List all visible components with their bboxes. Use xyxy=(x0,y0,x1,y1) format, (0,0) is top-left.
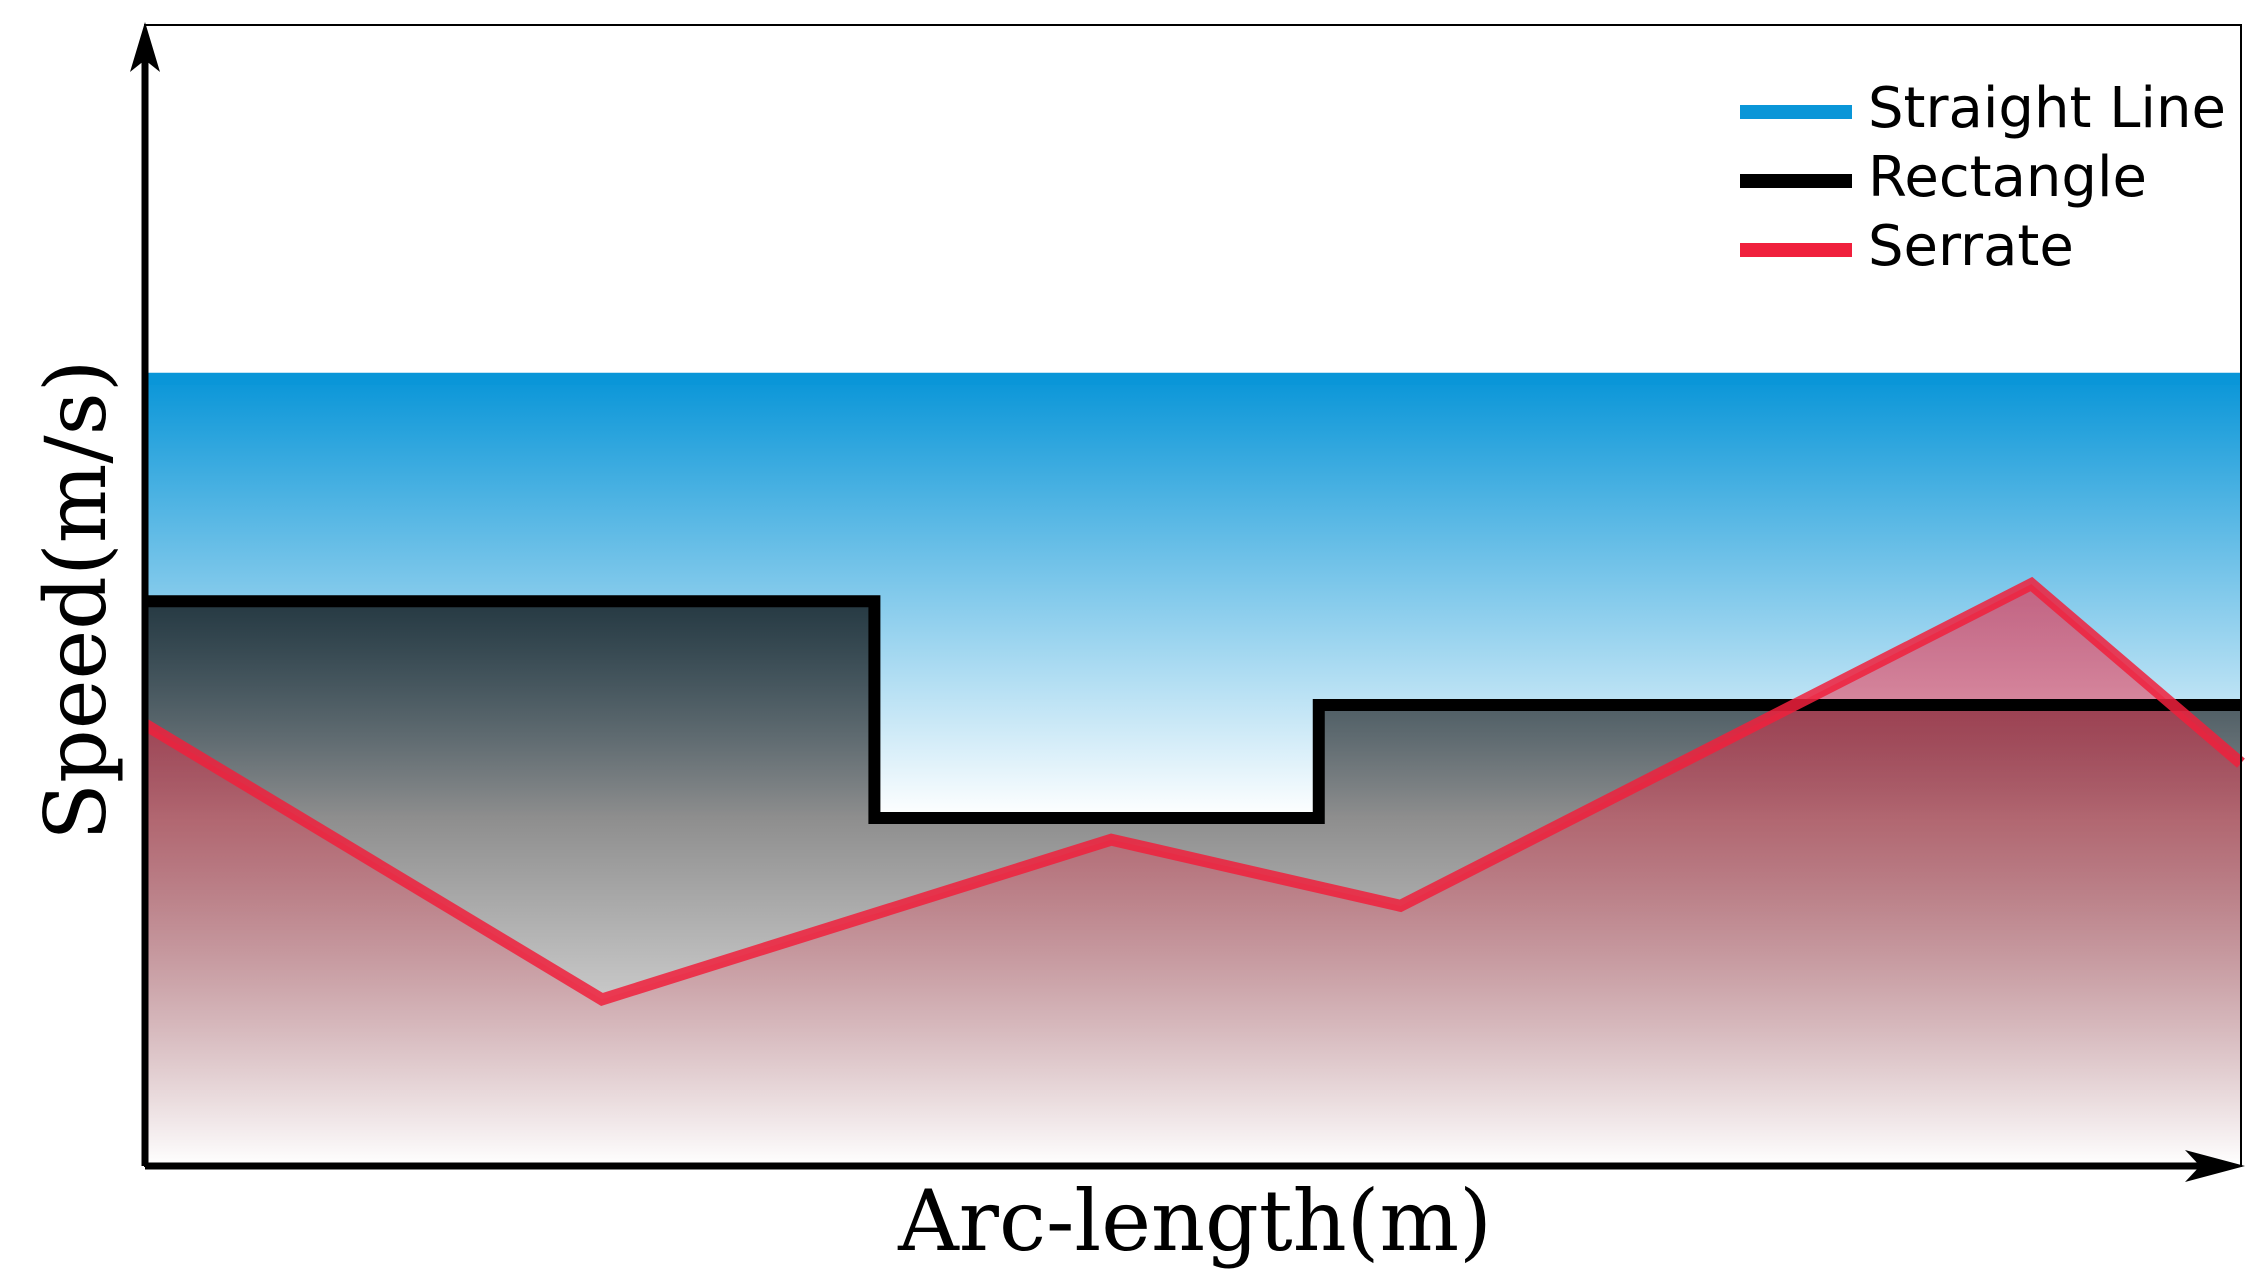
areas xyxy=(145,378,2241,1167)
lines xyxy=(141,372,2245,1006)
legend-label: Straight Line xyxy=(1868,76,2226,141)
area xyxy=(145,584,2241,1166)
series-line xyxy=(145,595,2241,824)
series-line xyxy=(141,576,2245,1006)
y-axis-title: Speed(m/s) xyxy=(27,359,125,840)
legend-label: Rectangle xyxy=(1868,145,2147,210)
y-axis-arrow xyxy=(130,22,160,72)
x-axis-arrow xyxy=(2185,1150,2245,1182)
legend-label: Serrate xyxy=(1868,214,2074,279)
x-axis-title: Arc-length(m) xyxy=(897,1172,1492,1270)
